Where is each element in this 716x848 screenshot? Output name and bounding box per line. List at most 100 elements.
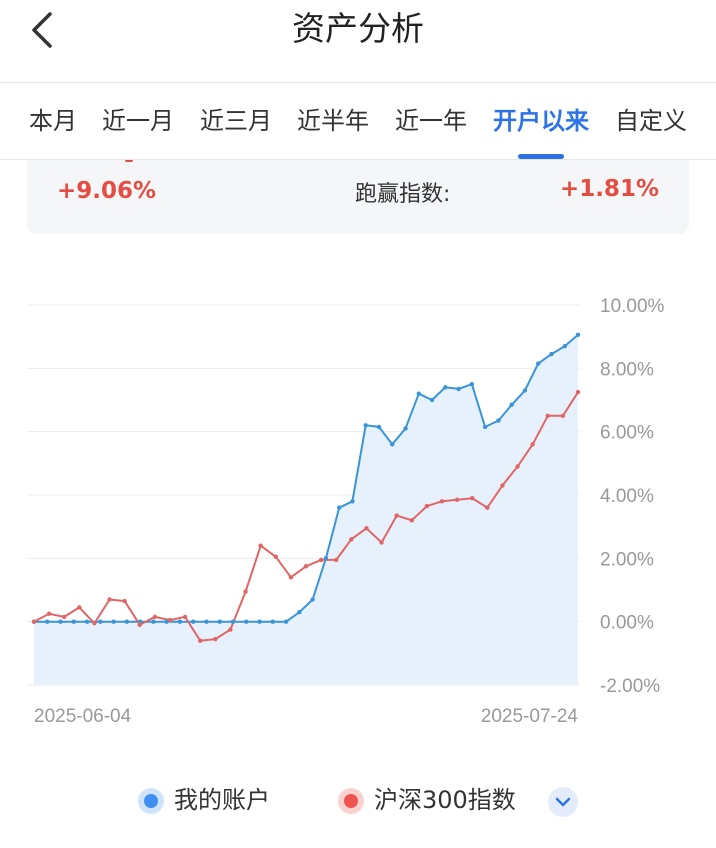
return-value: +9.06% xyxy=(57,178,157,204)
data-point xyxy=(258,543,263,548)
tab-last-month[interactable]: 近一月 xyxy=(102,107,174,135)
return-chart: 10.00% 8.00% 6.00% 4.00% 2.00% 0.00% -2.00% 202… xyxy=(0,260,716,740)
data-point xyxy=(230,619,236,624)
legend-dot-red xyxy=(338,788,364,814)
data-point xyxy=(349,537,354,542)
data-point xyxy=(390,442,395,447)
y-tick-label: 10.00% xyxy=(600,296,665,317)
back-button[interactable] xyxy=(24,8,64,52)
y-tick-label: 4.00% xyxy=(600,486,654,507)
data-point xyxy=(363,423,368,428)
data-point xyxy=(560,413,566,419)
data-point xyxy=(152,614,158,620)
data-point xyxy=(297,609,302,615)
data-point xyxy=(71,619,77,624)
data-point xyxy=(515,464,520,469)
data-point xyxy=(376,424,382,430)
data-point xyxy=(288,575,294,580)
data-point xyxy=(273,554,278,559)
x-end-label: 2025-07-24 xyxy=(481,706,579,727)
chevron-left-icon xyxy=(32,12,52,48)
x-start-label: 2025-06-04 xyxy=(34,706,132,727)
data-point xyxy=(469,381,475,387)
tab-custom[interactable]: 自定义 xyxy=(615,107,687,135)
data-point xyxy=(303,564,309,569)
data-point xyxy=(243,589,248,594)
data-point xyxy=(111,619,116,624)
data-point xyxy=(522,388,528,393)
data-point xyxy=(58,619,63,624)
legend-label-index: 沪深300指数 xyxy=(374,786,516,814)
beat-index-label: 跑赢指数: xyxy=(355,182,451,207)
data-point xyxy=(77,605,82,610)
period-tabs: 本月 近一月 近三月 近半年 近一年 开户以来 自定义 xyxy=(0,83,716,160)
chart-legend: 我的账户 沪深300指数 xyxy=(0,770,716,830)
data-point xyxy=(270,619,276,624)
chart-svg: 10.00% 8.00% 6.00% 4.00% 2.00% 0.00% -2.00% 202… xyxy=(27,296,665,727)
data-point xyxy=(429,397,435,403)
data-point xyxy=(137,622,142,628)
data-point xyxy=(257,619,262,624)
series-points xyxy=(31,332,581,643)
data-point xyxy=(167,617,173,623)
legend-expand-button[interactable] xyxy=(548,787,578,817)
data-point xyxy=(31,619,37,624)
data-point xyxy=(470,495,475,501)
data-point xyxy=(509,402,514,407)
data-point xyxy=(456,386,461,392)
data-point xyxy=(122,598,127,604)
data-point xyxy=(350,499,355,504)
data-point xyxy=(443,385,448,390)
data-point xyxy=(124,619,130,624)
data-point xyxy=(496,418,501,423)
data-point xyxy=(228,627,233,632)
data-point xyxy=(217,619,222,624)
y-tick-label: 2.00% xyxy=(600,549,654,570)
beat-index-value: +1.81% xyxy=(559,176,659,202)
data-point xyxy=(562,343,567,349)
data-point xyxy=(310,597,315,602)
page-title: 资产分析 xyxy=(292,9,424,48)
chevron-down-icon xyxy=(555,797,571,807)
summary-card: +9.06% 跑赢指数: +1.81% xyxy=(27,160,689,234)
data-point xyxy=(164,619,169,624)
axis-labels: 10.00% 8.00% 6.00% 4.00% 2.00% 0.00% -2.00% 202… xyxy=(34,296,665,727)
data-point xyxy=(424,503,430,509)
data-point xyxy=(379,540,384,545)
series-area-fill xyxy=(34,334,578,685)
data-point xyxy=(416,391,421,396)
data-point xyxy=(283,619,289,624)
data-point xyxy=(98,619,103,624)
data-point xyxy=(84,619,90,624)
tab-last-three-months[interactable]: 近三月 xyxy=(200,107,272,135)
data-point xyxy=(62,614,67,620)
data-point xyxy=(549,351,554,357)
data-point xyxy=(535,361,541,366)
tab-last-year[interactable]: 近一年 xyxy=(395,107,467,135)
data-point xyxy=(323,556,329,561)
data-point xyxy=(318,557,324,563)
data-point xyxy=(454,497,460,502)
data-point xyxy=(151,619,156,624)
data-point xyxy=(530,442,535,447)
data-point xyxy=(394,513,399,518)
data-point xyxy=(364,526,369,531)
legend-label-my-account: 我的账户 xyxy=(174,786,270,814)
cut-off-label-fragment xyxy=(125,160,133,162)
data-point xyxy=(575,332,581,337)
tab-last-half-year[interactable]: 近半年 xyxy=(297,107,369,135)
data-point xyxy=(191,619,196,624)
data-point xyxy=(92,621,97,626)
legend-dot-blue xyxy=(138,788,164,814)
data-point xyxy=(439,499,445,504)
legend-item-my-account[interactable]: 我的账户 xyxy=(138,770,270,830)
data-point xyxy=(45,619,50,624)
data-point xyxy=(198,638,203,643)
data-point xyxy=(500,483,505,488)
tab-since-opening[interactable]: 开户以来 xyxy=(493,107,589,135)
y-tick-label: 8.00% xyxy=(600,359,654,380)
legend-item-index[interactable]: 沪深300指数 xyxy=(338,770,516,830)
data-point xyxy=(177,619,183,624)
y-tick-label: 6.00% xyxy=(600,423,654,444)
tab-this-month[interactable]: 本月 xyxy=(29,107,77,135)
